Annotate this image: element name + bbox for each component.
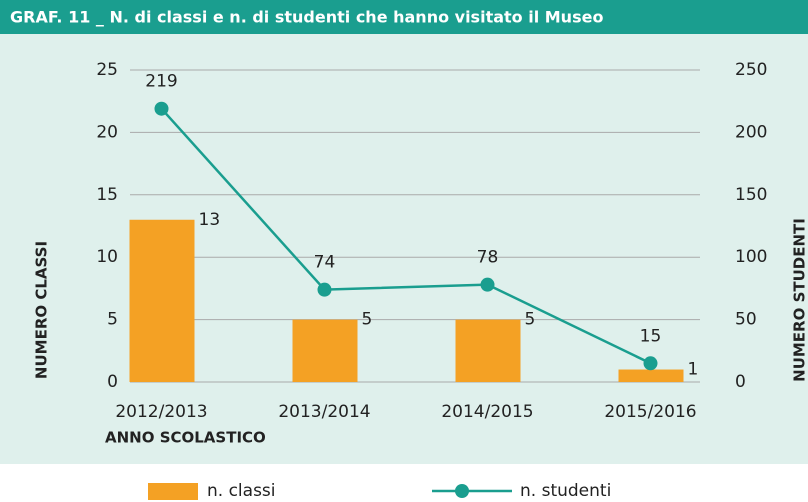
bar-value-label: 5 bbox=[525, 310, 536, 330]
bar bbox=[292, 319, 358, 382]
y2-tick-label: 0 bbox=[735, 372, 746, 392]
y-tick-label: 10 bbox=[96, 247, 118, 267]
bar bbox=[129, 219, 195, 382]
line-point bbox=[317, 282, 332, 297]
y2-tick-label: 150 bbox=[735, 185, 767, 205]
point-value-label: 219 bbox=[145, 72, 177, 92]
y2-axis-label: NUMERO STUDENTI bbox=[791, 218, 808, 382]
y2-tick-label: 100 bbox=[735, 247, 767, 267]
y-tick-label: 15 bbox=[96, 185, 118, 205]
legend-swatch bbox=[148, 483, 198, 500]
x-axis-label: ANNO SCOLASTICO bbox=[105, 429, 266, 447]
legend-label: n. classi bbox=[207, 481, 276, 501]
point-value-label: 78 bbox=[477, 248, 499, 268]
y2-tick-label: 250 bbox=[735, 60, 767, 80]
bar bbox=[455, 319, 521, 382]
bar-value-label: 5 bbox=[362, 310, 373, 330]
line-point bbox=[480, 277, 495, 292]
line-point bbox=[643, 356, 658, 371]
y-tick-label: 0 bbox=[107, 372, 118, 392]
y-tick-label: 5 bbox=[107, 310, 118, 330]
y2-tick-label: 50 bbox=[735, 310, 757, 330]
y-tick-label: 25 bbox=[96, 60, 118, 80]
legend-swatch-point bbox=[455, 484, 469, 498]
bar-value-label: 13 bbox=[199, 210, 221, 230]
title-bar bbox=[0, 0, 808, 34]
line bbox=[160, 107, 652, 365]
x-tick-label: 2014/2015 bbox=[441, 402, 533, 422]
point-value-label: 15 bbox=[640, 326, 662, 346]
bar-value-label: 1 bbox=[688, 360, 699, 380]
x-tick-label: 2015/2016 bbox=[604, 402, 696, 422]
bar bbox=[618, 369, 684, 382]
legend-label: n. studenti bbox=[520, 481, 611, 501]
y-axis-label: NUMERO CLASSI bbox=[33, 241, 51, 379]
point-value-label: 74 bbox=[314, 253, 336, 273]
chart-title: GRAF. 11 _ N. di classi e n. di studenti… bbox=[10, 8, 603, 27]
x-tick-label: 2013/2014 bbox=[278, 402, 370, 422]
y2-tick-label: 200 bbox=[735, 122, 767, 142]
x-tick-label: 2012/2013 bbox=[115, 402, 207, 422]
y-tick-label: 20 bbox=[96, 122, 118, 142]
line-point bbox=[154, 101, 169, 116]
